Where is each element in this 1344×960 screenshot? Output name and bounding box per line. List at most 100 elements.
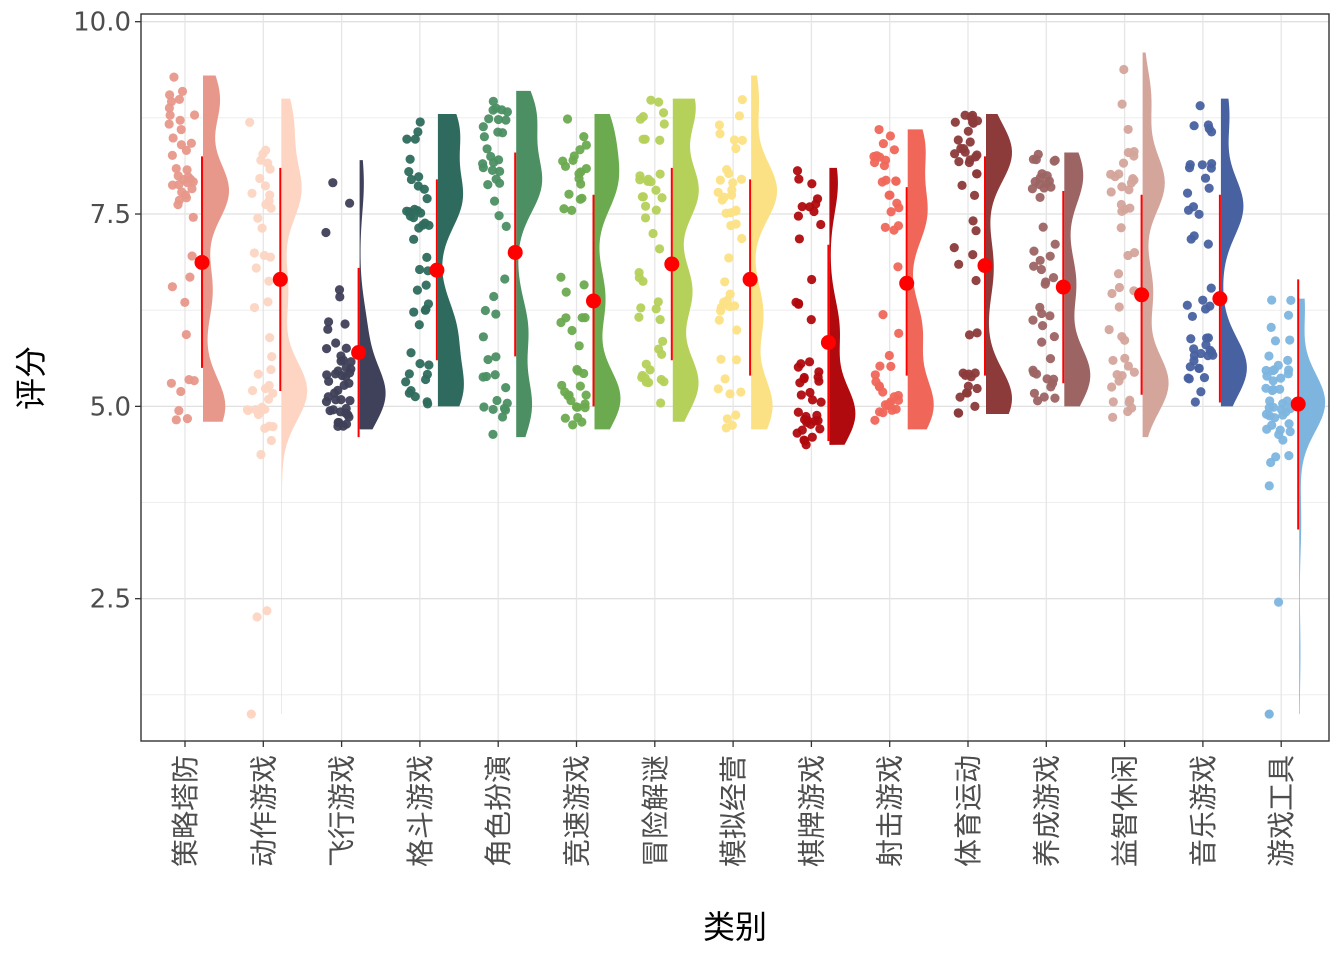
rain-point bbox=[1045, 251, 1055, 261]
rain-point bbox=[247, 386, 258, 396]
rain-point bbox=[648, 228, 658, 239]
x-tick-label: 飞行游戏 bbox=[326, 755, 359, 867]
rain-point bbox=[488, 96, 498, 106]
rain-point bbox=[171, 415, 181, 425]
rain-point bbox=[878, 387, 888, 397]
rain-point bbox=[404, 167, 414, 177]
mean-point-11 bbox=[977, 258, 993, 274]
rain-point bbox=[171, 163, 181, 174]
rain-point bbox=[255, 173, 265, 184]
rain-point bbox=[1114, 282, 1125, 293]
rain-point bbox=[484, 114, 494, 124]
mean-point-4 bbox=[429, 262, 445, 278]
rain-point bbox=[954, 157, 964, 167]
rain-point bbox=[1189, 121, 1199, 131]
rain-point bbox=[1129, 248, 1140, 258]
rain-point bbox=[418, 220, 428, 230]
rain-point bbox=[245, 117, 255, 127]
rain-point bbox=[727, 420, 737, 430]
rain-point bbox=[1046, 382, 1056, 392]
rain-point bbox=[501, 383, 511, 393]
rain-point bbox=[336, 394, 346, 405]
rain-point bbox=[1276, 373, 1286, 383]
rain-point bbox=[878, 138, 888, 149]
rain-point bbox=[972, 169, 982, 179]
rain-point bbox=[1029, 388, 1040, 398]
rain-point bbox=[654, 97, 664, 107]
rain-point bbox=[264, 380, 274, 391]
rain-point bbox=[634, 273, 644, 283]
rain-point bbox=[894, 328, 904, 338]
rain-point bbox=[1278, 410, 1288, 420]
rain-point bbox=[797, 425, 807, 435]
rain-point bbox=[1042, 374, 1052, 384]
rain-point bbox=[1282, 396, 1292, 406]
rain-point bbox=[635, 175, 645, 185]
rain-point bbox=[173, 171, 183, 181]
density-cloud-11 bbox=[986, 114, 1012, 415]
rain-point bbox=[189, 110, 200, 120]
rain-point bbox=[181, 193, 192, 203]
rain-point bbox=[561, 287, 571, 297]
rain-point bbox=[1283, 355, 1293, 366]
rain-point bbox=[581, 163, 591, 174]
rain-point bbox=[260, 181, 271, 191]
rain-point bbox=[1271, 452, 1281, 462]
density-cloud-3 bbox=[359, 160, 386, 430]
rain-point bbox=[1206, 127, 1217, 137]
density-cloud-10 bbox=[907, 129, 934, 430]
density-cloud-15 bbox=[1299, 298, 1326, 715]
rain-point bbox=[889, 145, 900, 155]
mean-point-1 bbox=[194, 254, 210, 270]
mean-markers bbox=[194, 152, 1306, 530]
rain-point bbox=[412, 285, 423, 295]
rain-point bbox=[580, 403, 590, 413]
rain-point bbox=[1182, 300, 1192, 310]
rain-point bbox=[875, 361, 885, 371]
rain-point bbox=[1117, 182, 1127, 192]
rain-point bbox=[1267, 420, 1277, 430]
rain-point bbox=[736, 387, 746, 397]
rain-point bbox=[797, 201, 807, 212]
rain-point bbox=[638, 192, 648, 202]
rain-point bbox=[575, 194, 585, 204]
rain-point bbox=[1278, 435, 1288, 445]
rain-point bbox=[1040, 279, 1050, 289]
rain-point bbox=[500, 274, 510, 284]
rain-point bbox=[335, 292, 345, 302]
rain-point bbox=[188, 212, 198, 222]
rain-point bbox=[637, 370, 648, 381]
mean-point-3 bbox=[351, 344, 367, 360]
rain-point bbox=[415, 117, 425, 127]
rain-point bbox=[1267, 295, 1277, 305]
rain-point bbox=[176, 124, 186, 135]
rain-point bbox=[572, 402, 582, 412]
rain-point bbox=[1270, 336, 1281, 346]
rain-point bbox=[1266, 322, 1276, 332]
rain-point bbox=[574, 341, 584, 351]
rain-point bbox=[1117, 99, 1127, 109]
density-cloud-13 bbox=[1142, 52, 1169, 438]
rain-point bbox=[807, 395, 818, 405]
rain-point bbox=[884, 190, 894, 200]
rain-point bbox=[324, 376, 334, 386]
rain-point bbox=[970, 152, 981, 162]
rain-point bbox=[893, 262, 903, 272]
rain-point bbox=[478, 122, 488, 132]
rain-point bbox=[656, 398, 666, 408]
rain-point bbox=[409, 234, 419, 244]
rain-point bbox=[1037, 169, 1047, 179]
rain-point bbox=[1029, 246, 1039, 256]
rain-point bbox=[581, 140, 591, 150]
rain-point bbox=[1037, 337, 1047, 347]
rain-point bbox=[805, 202, 815, 212]
rain-point bbox=[185, 174, 196, 184]
rain-point bbox=[251, 263, 261, 273]
rain-point bbox=[181, 329, 191, 340]
x-tick-label: 养成游戏 bbox=[1030, 755, 1063, 867]
rain-point bbox=[659, 119, 669, 129]
rain-point bbox=[1045, 354, 1056, 364]
rain-point bbox=[488, 105, 498, 115]
rain-point bbox=[737, 135, 747, 145]
rain-point bbox=[1035, 255, 1045, 266]
